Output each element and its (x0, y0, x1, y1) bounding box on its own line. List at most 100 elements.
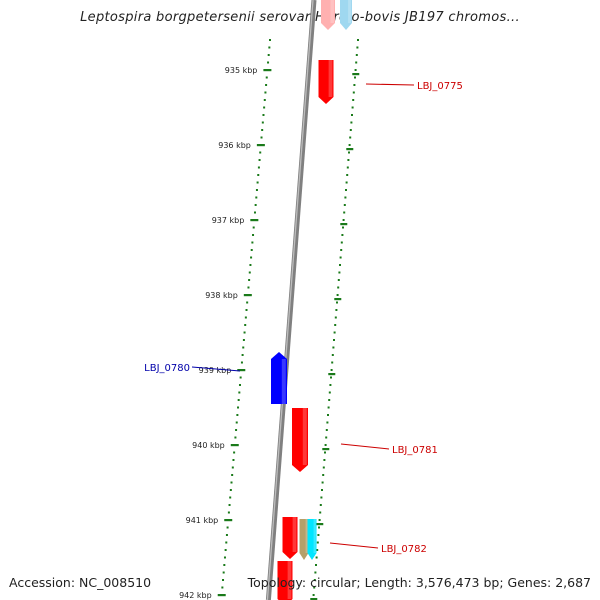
kbp-label: 942 kbp (179, 591, 212, 600)
tick-dot (335, 309, 338, 311)
tick-dot (255, 189, 258, 191)
tick-dot (333, 331, 336, 334)
gene-shade (287, 561, 292, 599)
tick-dot (238, 384, 241, 386)
tick-dot (323, 459, 326, 461)
tick-dot (353, 84, 356, 86)
gene-arrow-LBJ_0782[interactable] (282, 517, 298, 559)
genome-stats-text: Topology: circular; Length: 3,576,473 bp… (247, 575, 591, 590)
tick-dot (243, 331, 246, 334)
minor-tick (322, 448, 330, 451)
tick-dot (320, 496, 323, 499)
gene-label[interactable]: LBJ_0775 (417, 81, 463, 92)
gene-body (271, 352, 287, 404)
tick-dot (226, 526, 229, 529)
tick-dot (257, 174, 260, 176)
gene-body (299, 519, 309, 560)
tick-dot (343, 211, 346, 214)
backbone-line (265, 0, 317, 600)
tick-dot (263, 106, 266, 109)
gene-arrow-neighbor[interactable] (299, 519, 309, 560)
tick-dot (324, 444, 327, 446)
tick-dot (330, 376, 332, 379)
tick-dot (222, 579, 225, 581)
tick-dot (240, 361, 243, 364)
tick-dot (235, 429, 238, 431)
kbp-label: 941 kbp (186, 516, 219, 525)
tick-dot (235, 421, 238, 424)
kbp-label: 935 kbp (225, 66, 258, 75)
gene-label[interactable]: LBJ_0781 (392, 445, 438, 456)
tick-dot (318, 526, 320, 529)
kbp-major-tick (224, 519, 233, 522)
minor-tick (340, 223, 348, 226)
tick-dot (227, 511, 230, 514)
tick-dot (327, 414, 329, 416)
tick-dot (317, 534, 320, 536)
label-track: LBJ_0775 LBJ_0780 LBJ_0781 LBJ_0782 (144, 81, 463, 555)
minor-tick (316, 523, 324, 526)
chromosome-backbone (265, 0, 317, 600)
gene-arrow-neighbor[interactable] (307, 519, 317, 560)
tick-dot (262, 114, 265, 116)
tick-dot (349, 129, 352, 131)
tick-dot (322, 466, 325, 469)
kbp-label: 940 kbp (192, 441, 225, 450)
tick-dot (237, 399, 240, 401)
tick-dot (248, 279, 251, 281)
tick-dot (264, 91, 267, 94)
tick-dot (315, 564, 317, 566)
tick-dot (256, 181, 259, 184)
tick-dot (222, 571, 225, 574)
gene-shade (302, 408, 307, 465)
tick-dot (337, 286, 340, 289)
tick-dot (221, 586, 224, 589)
tick-dot (336, 301, 338, 304)
tick-dot (345, 181, 348, 184)
tick-dot (346, 166, 349, 169)
gene-arrow-LBJ_0781[interactable] (292, 408, 308, 472)
gene-arrow-LBJ_0780[interactable] (271, 352, 287, 404)
accession-text: Accession: NC_008510 (9, 575, 152, 590)
tick-dot (225, 541, 228, 544)
gene-arrow-partial[interactable] (277, 561, 293, 600)
tick-dot (344, 196, 347, 199)
inner-tick-track: 935 kbp 936 kbp 937 kbp 938 kbp 939 kbp 940 k… (179, 39, 272, 600)
tick-dot (354, 69, 357, 71)
tick-dot (334, 324, 337, 326)
tick-dot (228, 504, 231, 506)
gene-label[interactable]: LBJ_0782 (381, 544, 427, 555)
gene-arrow-partial[interactable] (321, 0, 335, 30)
tick-dot (244, 316, 247, 319)
backbone-highlight (266, 0, 314, 600)
gene-track (271, 0, 352, 600)
tick-dot (336, 294, 339, 296)
tick-dot (348, 144, 351, 146)
tick-dot (257, 166, 260, 169)
kbp-label: 936 kbp (218, 141, 251, 150)
gene-arrow-partial[interactable] (340, 0, 352, 30)
gene-label[interactable]: LBJ_0780 (144, 363, 190, 374)
tick-dot (339, 256, 342, 259)
tick-dot (248, 271, 251, 274)
tick-dot (319, 504, 322, 506)
tick-dot (343, 204, 346, 206)
tick-dot (328, 391, 331, 394)
tick-dot (246, 301, 249, 304)
tick-dot (322, 474, 325, 476)
tick-dot (351, 106, 354, 109)
tick-dot (268, 46, 271, 49)
leader-line (365, 83, 415, 86)
tick-dot (231, 466, 234, 469)
gene-shade (328, 60, 333, 97)
kbp-major-tick (243, 294, 252, 297)
minor-tick (346, 148, 354, 151)
gene-body (318, 60, 334, 104)
tick-dot (348, 151, 350, 154)
tick-dot (318, 519, 321, 521)
tick-dot (233, 451, 236, 454)
gene-arrow-LBJ_0775[interactable] (318, 60, 334, 104)
tick-dot (339, 264, 341, 266)
tick-dot (341, 234, 344, 236)
